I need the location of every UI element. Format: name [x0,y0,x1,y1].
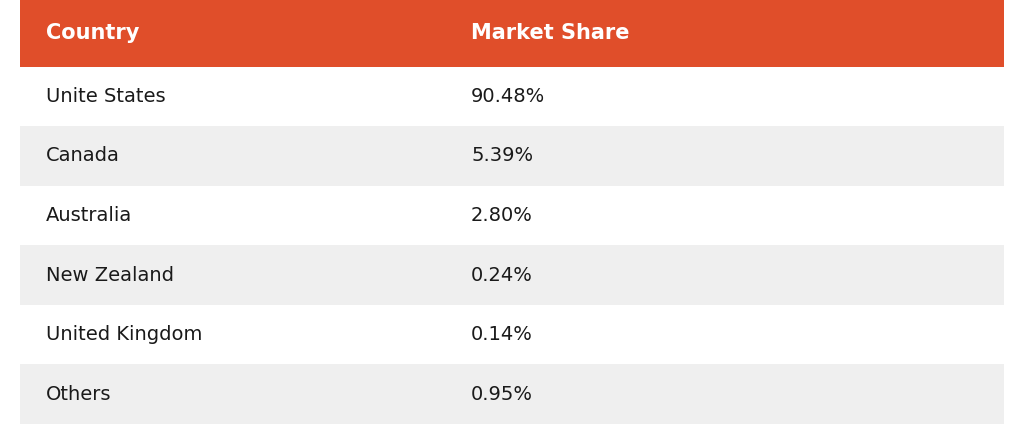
Text: United Kingdom: United Kingdom [46,325,203,344]
Text: 0.95%: 0.95% [471,385,534,404]
Text: 5.39%: 5.39% [471,146,534,165]
Text: 0.14%: 0.14% [471,325,532,344]
FancyBboxPatch shape [20,0,1004,67]
FancyBboxPatch shape [20,305,1004,365]
FancyBboxPatch shape [20,186,1004,245]
FancyBboxPatch shape [20,365,1004,424]
Text: 2.80%: 2.80% [471,206,532,225]
Text: Canada: Canada [46,146,120,165]
Text: Market Share: Market Share [471,23,630,43]
Text: Unite States: Unite States [46,87,166,106]
Text: Others: Others [46,385,112,404]
FancyBboxPatch shape [20,126,1004,186]
Text: 90.48%: 90.48% [471,87,546,106]
Text: New Zealand: New Zealand [46,265,174,285]
FancyBboxPatch shape [20,67,1004,126]
FancyBboxPatch shape [20,245,1004,305]
Text: 0.24%: 0.24% [471,265,532,285]
Text: Australia: Australia [46,206,132,225]
Text: Country: Country [46,23,139,43]
